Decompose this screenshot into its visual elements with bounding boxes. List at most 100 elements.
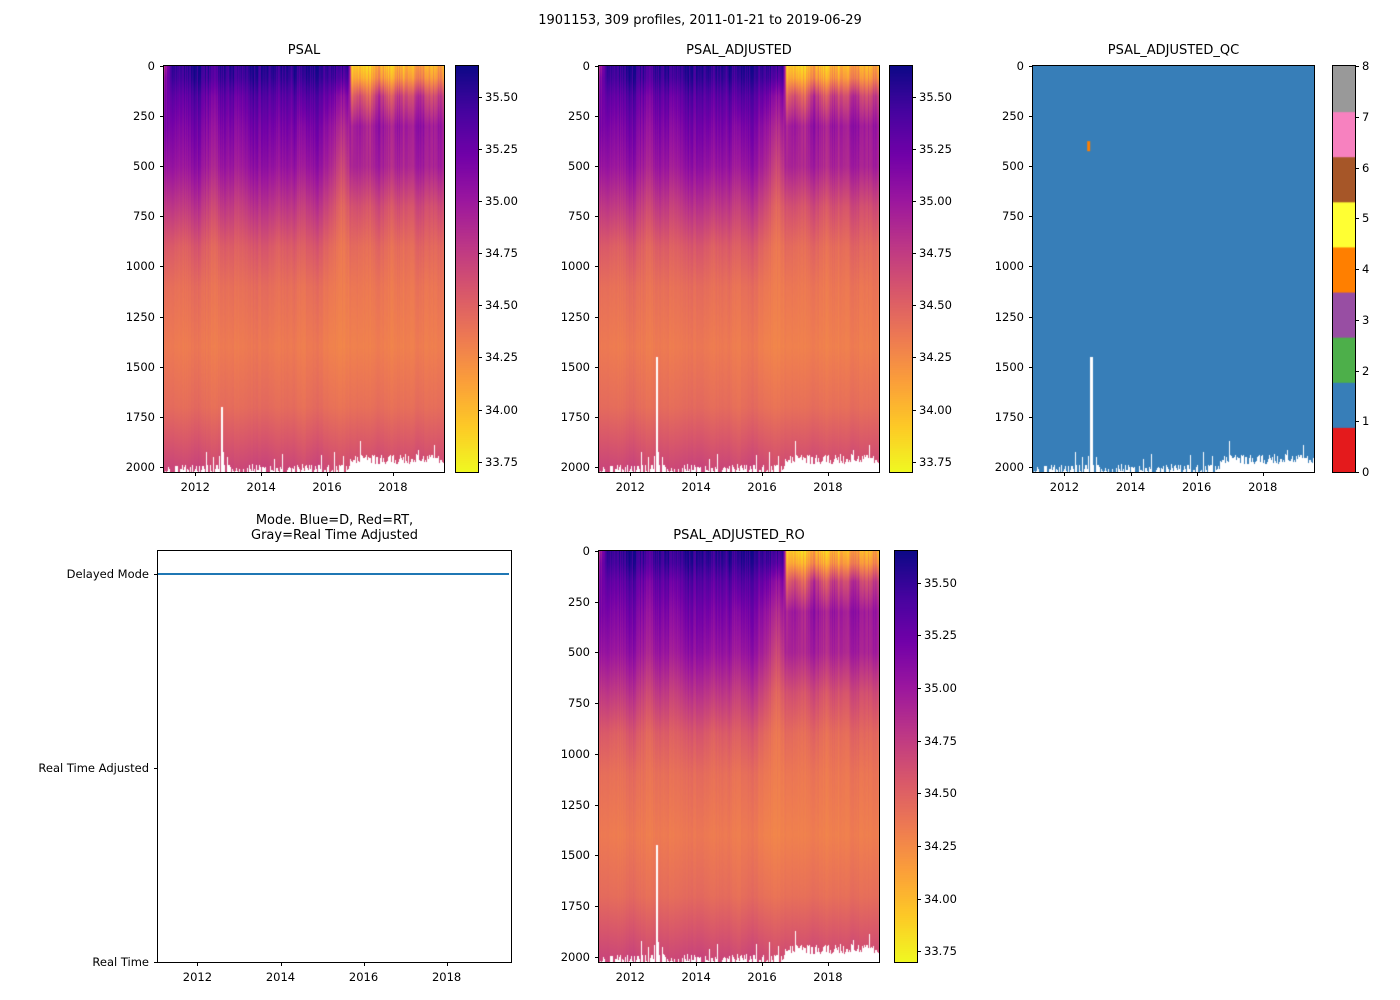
colorbar-tick-label: 8 <box>1362 59 1370 73</box>
x-tick-mark <box>630 472 632 476</box>
y-tick-label: 2000 <box>560 949 590 964</box>
y-tick-mark <box>160 366 164 368</box>
x-tick-mark <box>327 472 329 476</box>
colorbar-tick-label: 33.75 <box>485 454 518 469</box>
x-tick-label: 2016 <box>312 480 342 494</box>
panel-psal-adjusted-qc: PSAL_ADJUSTED_QC 0 250 500 750 1000 1250 1500 1… <box>995 43 1370 494</box>
y-tick-mark <box>1029 466 1033 468</box>
y-tick-mark <box>1029 116 1033 118</box>
colorbar-tick-label: 4 <box>1362 262 1370 276</box>
x-tick-mark <box>1262 472 1264 476</box>
colorbar-tick-label: 5 <box>1362 211 1370 226</box>
y-tick-mark <box>595 703 599 705</box>
y-tick-mark <box>595 116 599 118</box>
colorbar-tick-label: 0 <box>1362 465 1370 479</box>
x-tick-label: 2012 <box>182 970 213 984</box>
colorbar-tick-mark <box>912 149 916 151</box>
colorbar-tick-label: 34.75 <box>919 246 952 261</box>
colorbar-tick-mark <box>478 461 482 463</box>
x-tick-label: 2018 <box>813 480 843 494</box>
y-tick-label: 250 <box>1002 109 1024 124</box>
x-tick-label: 2012 <box>1049 480 1080 494</box>
y-tick-label: Real Time Adjusted <box>38 761 149 776</box>
y-tick-mark <box>595 804 599 806</box>
panel-mode-title: Mode. Blue=D, Red=RT, Gray=Real Time Adj… <box>251 512 418 544</box>
x-tick-label: 2012 <box>615 970 645 984</box>
y-tick-label: 1750 <box>125 409 155 424</box>
y-tick-label: Real Time <box>92 955 149 969</box>
colorbar-tick-mark <box>917 793 921 795</box>
colorbar-tick-label: 35.50 <box>485 90 518 105</box>
x-tick-mark <box>827 472 829 476</box>
y-tick-label: 750 <box>568 696 590 711</box>
panel-psal-title: PSAL <box>287 43 321 59</box>
colorbar-tick-label: 1 <box>1362 414 1370 429</box>
colorbar-tick-label: 35.25 <box>924 628 957 643</box>
colorbar-tick-mark <box>917 846 921 848</box>
colorbar-tick-label: 34.25 <box>485 350 518 365</box>
colorbar-tick-mark <box>912 305 916 307</box>
colorbar-tick-mark <box>917 951 921 953</box>
colorbar-tick-mark <box>478 149 482 151</box>
x-tick-mark <box>762 962 764 966</box>
colorbar-tick-label: 35.00 <box>924 681 957 695</box>
colorbar-tick-label: 34.50 <box>924 786 957 801</box>
x-tick-label: 2014 <box>681 480 711 494</box>
psal-colorbar: 35.50 35.25 35.00 34.75 34.50 34.25 34.00 33.75 <box>455 65 518 473</box>
x-tick-label: 2014 <box>265 970 296 984</box>
psal-colorbar-canvas <box>456 66 478 472</box>
psal-adjusted-ro-colorbar-canvas <box>895 551 917 962</box>
x-tick-label: 2018 <box>378 480 408 494</box>
colorbar-tick-mark <box>1355 116 1359 118</box>
y-tick-label: 500 <box>568 159 590 174</box>
colorbar-tick-label: 34.00 <box>919 402 952 417</box>
colorbar-tick-mark <box>1355 472 1359 473</box>
y-tick-label: 1750 <box>560 899 590 914</box>
colorbar-tick-mark <box>917 582 921 584</box>
x-tick-mark <box>1196 472 1198 476</box>
x-tick-mark <box>363 962 365 966</box>
psal-adjusted-ro-canvas <box>599 551 879 962</box>
psal-adjusted-qc-canvas <box>1033 66 1314 472</box>
panel-psal: PSAL 0 250 500 750 1000 1250 1500 1750 2000 2012 2… <box>126 43 518 494</box>
y-tick-mark <box>595 166 599 168</box>
y-tick-label: 1000 <box>560 746 590 761</box>
y-tick-mark <box>595 652 599 654</box>
x-tick-label: 2012 <box>615 480 645 494</box>
colorbar-tick-mark <box>912 357 916 359</box>
x-tick-mark <box>696 962 698 966</box>
x-tick-mark <box>195 472 197 476</box>
y-tick-label: 1250 <box>560 309 590 324</box>
psal-canvas <box>164 66 444 472</box>
colorbar-tick-label: 35.50 <box>919 90 952 105</box>
y-tick-label: 500 <box>568 645 590 660</box>
y-tick-label: 1000 <box>994 259 1024 274</box>
colorbar-tick-mark <box>478 253 482 255</box>
psal-adjusted-canvas <box>599 66 879 472</box>
y-tick-label: 1750 <box>560 409 590 424</box>
colorbar-tick-label: 34.50 <box>485 298 518 313</box>
colorbar-tick-mark <box>478 409 482 411</box>
colorbar-tick-label: 35.25 <box>485 142 518 157</box>
x-tick-label: 2016 <box>747 480 777 494</box>
colorbar-tick-label: 35.50 <box>924 575 957 590</box>
x-tick-mark <box>1064 472 1066 476</box>
colorbar-tick-mark <box>1355 370 1359 372</box>
colorbar-tick-label: 34.75 <box>924 733 957 748</box>
panel-psal-adjusted-ro-title: PSAL_ADJUSTED_RO <box>673 528 805 544</box>
psal-adjusted-qc-colorbar: 8 7 6 5 4 3 2 1 0 <box>1332 59 1369 479</box>
colorbar-tick-mark <box>912 461 916 463</box>
x-tick-mark <box>197 962 199 966</box>
colorbar-tick-mark <box>912 201 916 203</box>
y-tick-mark <box>595 266 599 268</box>
y-tick-label: 0 <box>147 59 155 73</box>
y-tick-mark <box>595 601 599 603</box>
colorbar-tick-label: 6 <box>1362 160 1370 175</box>
y-tick-mark <box>595 66 599 67</box>
colorbar-tick-mark <box>912 97 916 99</box>
y-tick-mark <box>1029 166 1033 168</box>
colorbar-tick-label: 34.75 <box>485 246 518 261</box>
y-tick-label: 250 <box>133 109 155 124</box>
colorbar-tick-label: 34.25 <box>924 839 957 854</box>
